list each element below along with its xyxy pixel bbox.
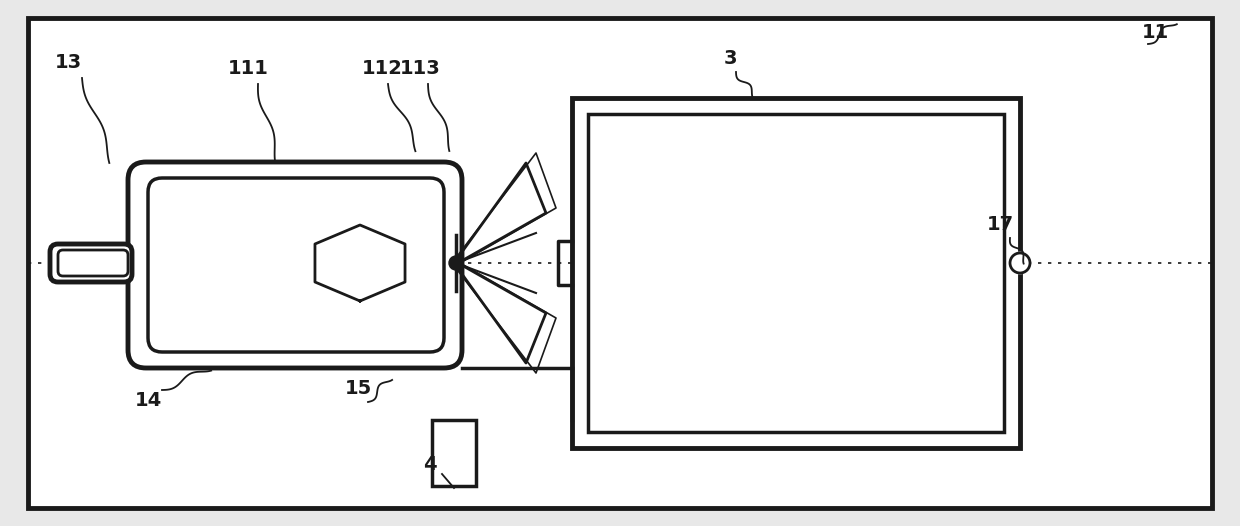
Text: 14: 14 — [134, 390, 161, 410]
FancyBboxPatch shape — [50, 244, 131, 282]
FancyBboxPatch shape — [128, 162, 463, 368]
Text: 111: 111 — [228, 58, 268, 77]
Text: 11: 11 — [1141, 23, 1168, 42]
Circle shape — [1011, 253, 1030, 273]
Circle shape — [449, 256, 463, 270]
Bar — [572, 98, 1021, 448]
FancyBboxPatch shape — [148, 178, 444, 352]
Text: 3: 3 — [723, 48, 737, 67]
Text: 17: 17 — [987, 215, 1013, 234]
Text: 15: 15 — [345, 379, 372, 398]
Text: 4: 4 — [423, 454, 436, 473]
Text: 113: 113 — [399, 58, 440, 77]
Bar — [588, 114, 1004, 432]
Text: 112: 112 — [362, 58, 403, 77]
Bar — [432, 420, 476, 486]
FancyBboxPatch shape — [58, 250, 128, 276]
Text: 13: 13 — [55, 53, 82, 72]
